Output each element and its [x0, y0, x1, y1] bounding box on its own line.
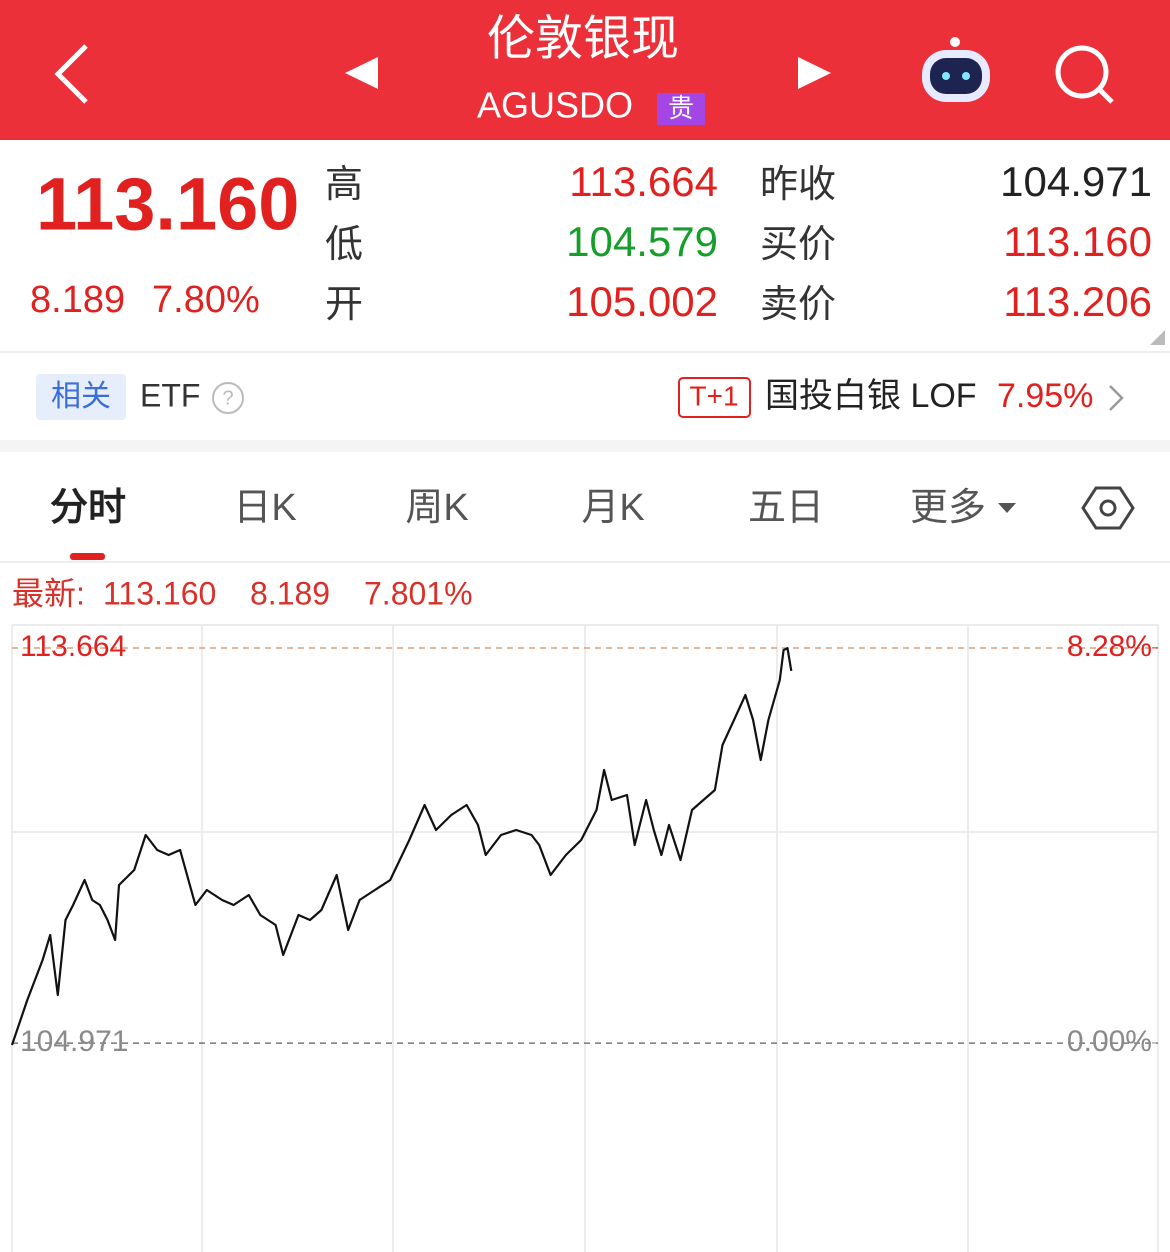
y2-tick-label: 0.00%: [1067, 1025, 1152, 1058]
next-button[interactable]: [798, 57, 831, 89]
badge-bg: [657, 93, 705, 125]
tab[interactable]: 日K: [233, 487, 296, 529]
band: [0, 440, 1170, 452]
latest-pct: 7.801%: [364, 575, 473, 611]
back-button[interactable]: [54, 44, 88, 104]
badge: 贵: [668, 93, 694, 123]
latest-label: 最新:: [12, 575, 85, 611]
y-tick-label: 104.971: [20, 1025, 128, 1058]
title: 伦敦银现: [487, 13, 679, 66]
grid: [11, 624, 1159, 1252]
latest-price: 113.160: [103, 575, 216, 611]
corner: [1150, 330, 1165, 345]
dropdown: [998, 503, 1016, 513]
field-value: 113.664: [569, 158, 718, 205]
field-value: 104.971: [1000, 158, 1152, 205]
svg-text:?: ?: [222, 387, 233, 409]
y2-tick-label: 8.28%: [1067, 630, 1152, 663]
tab[interactable]: 更多: [910, 487, 986, 529]
change: 8.189: [30, 279, 125, 321]
etf-label: ETF: [140, 377, 200, 413]
field-label: 昨收: [760, 164, 836, 206]
chevron[interactable]: [1109, 385, 1124, 411]
search-button[interactable]: [1055, 45, 1114, 104]
field-value: 113.160: [1003, 218, 1152, 265]
field-label: 卖价: [760, 284, 836, 326]
y-tick-label: 113.664: [20, 630, 126, 663]
tab[interactable]: 分时: [50, 487, 126, 529]
fund-pct: 7.95%: [997, 377, 1093, 415]
field-value: 113.206: [1003, 278, 1152, 325]
tplus-box: [678, 377, 751, 418]
field-label: 高: [325, 164, 363, 206]
tab[interactable]: 周K: [405, 487, 468, 529]
latest-change: 8.189: [250, 575, 330, 611]
code: AGUSDO: [477, 85, 633, 126]
price-line: [10, 647, 793, 1046]
tplus: T+1: [689, 380, 738, 411]
tag-bg: [36, 374, 126, 420]
field-label: 买价: [760, 224, 836, 266]
tab[interactable]: 五日: [748, 487, 824, 529]
tab-indicator: [70, 553, 105, 560]
tab[interactable]: 月K: [581, 487, 644, 529]
price: 113.160: [36, 163, 299, 246]
field-label: 开: [325, 284, 363, 326]
field-label: 低: [325, 224, 363, 266]
settings-icon[interactable]: [1081, 486, 1135, 530]
help-icon[interactable]: ?: [212, 382, 244, 414]
assistant-icon[interactable]: [922, 37, 990, 102]
field-value: 104.579: [566, 218, 718, 265]
tag[interactable]: 相关: [51, 380, 111, 413]
change-pct: 7.80%: [152, 279, 260, 321]
fund[interactable]: 国投白银 LOF: [765, 377, 977, 415]
field-value: 105.002: [566, 278, 718, 325]
prev-button[interactable]: [345, 57, 378, 89]
